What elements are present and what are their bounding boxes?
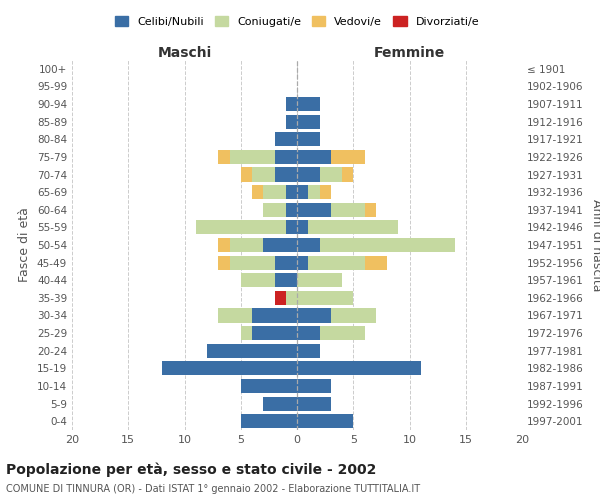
Bar bbox=[297, 379, 331, 393]
Bar bbox=[297, 291, 353, 305]
Bar bbox=[297, 220, 308, 234]
Bar bbox=[320, 185, 331, 199]
Bar bbox=[275, 256, 297, 270]
Bar bbox=[196, 220, 286, 234]
Bar bbox=[286, 220, 297, 234]
Bar bbox=[297, 150, 331, 164]
Bar bbox=[286, 114, 297, 128]
Text: Femmine: Femmine bbox=[374, 46, 445, 60]
Bar bbox=[331, 308, 376, 322]
Text: Popolazione per età, sesso e stato civile - 2002: Popolazione per età, sesso e stato civil… bbox=[6, 462, 376, 477]
Bar bbox=[218, 150, 229, 164]
Bar bbox=[365, 202, 376, 217]
Bar bbox=[308, 256, 365, 270]
Bar bbox=[286, 185, 297, 199]
Bar bbox=[297, 238, 320, 252]
Bar bbox=[275, 132, 297, 146]
Bar bbox=[331, 202, 365, 217]
Bar bbox=[229, 256, 275, 270]
Bar bbox=[218, 256, 229, 270]
Bar bbox=[286, 97, 297, 111]
Bar bbox=[297, 132, 320, 146]
Bar bbox=[297, 273, 342, 287]
Bar bbox=[297, 414, 353, 428]
Bar bbox=[229, 150, 275, 164]
Bar bbox=[275, 273, 297, 287]
Y-axis label: Anni di nascita: Anni di nascita bbox=[590, 198, 600, 291]
Bar bbox=[252, 308, 297, 322]
Bar bbox=[241, 168, 252, 181]
Legend: Celibi/Nubili, Coniugati/e, Vedovi/e, Divorziati/e: Celibi/Nubili, Coniugati/e, Vedovi/e, Di… bbox=[110, 12, 484, 32]
Bar bbox=[320, 238, 455, 252]
Bar bbox=[308, 185, 320, 199]
Bar bbox=[263, 396, 297, 410]
Bar bbox=[342, 168, 353, 181]
Bar bbox=[297, 168, 320, 181]
Bar bbox=[252, 185, 263, 199]
Y-axis label: Fasce di età: Fasce di età bbox=[19, 208, 31, 282]
Bar bbox=[218, 308, 252, 322]
Bar bbox=[286, 291, 297, 305]
Bar bbox=[297, 97, 320, 111]
Bar bbox=[297, 256, 308, 270]
Bar bbox=[320, 326, 365, 340]
Bar bbox=[365, 256, 387, 270]
Bar bbox=[297, 344, 320, 358]
Bar bbox=[241, 379, 297, 393]
Bar bbox=[275, 168, 297, 181]
Text: COMUNE DI TINNURA (OR) - Dati ISTAT 1° gennaio 2002 - Elaborazione TUTTITALIA.IT: COMUNE DI TINNURA (OR) - Dati ISTAT 1° g… bbox=[6, 484, 420, 494]
Bar bbox=[263, 238, 297, 252]
Bar bbox=[297, 114, 320, 128]
Bar bbox=[162, 362, 297, 376]
Text: Maschi: Maschi bbox=[157, 46, 212, 60]
Bar bbox=[263, 202, 286, 217]
Bar bbox=[241, 326, 252, 340]
Bar bbox=[308, 220, 398, 234]
Bar bbox=[275, 150, 297, 164]
Bar bbox=[241, 273, 275, 287]
Bar bbox=[297, 185, 308, 199]
Bar bbox=[297, 326, 320, 340]
Bar bbox=[207, 344, 297, 358]
Bar bbox=[229, 238, 263, 252]
Bar bbox=[297, 202, 331, 217]
Bar bbox=[263, 185, 286, 199]
Bar bbox=[252, 326, 297, 340]
Bar bbox=[331, 150, 365, 164]
Bar bbox=[297, 396, 331, 410]
Bar bbox=[218, 238, 229, 252]
Bar bbox=[241, 414, 297, 428]
Bar bbox=[297, 308, 331, 322]
Bar bbox=[286, 202, 297, 217]
Bar bbox=[297, 362, 421, 376]
Bar bbox=[275, 291, 286, 305]
Bar bbox=[252, 168, 275, 181]
Bar bbox=[320, 168, 342, 181]
